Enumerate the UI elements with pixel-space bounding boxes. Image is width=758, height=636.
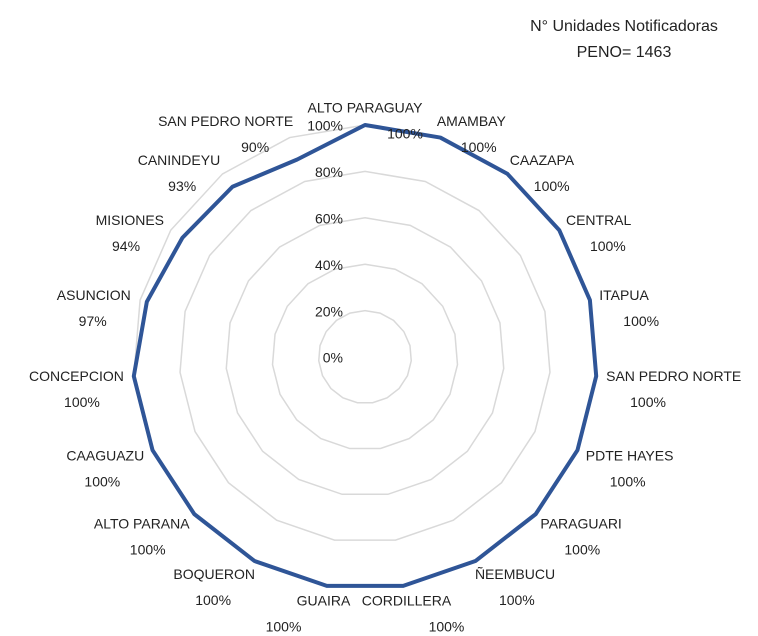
data-line xyxy=(131,123,599,588)
chart-title: N° Unidades Notificadoras xyxy=(530,18,718,35)
value-label: 100% xyxy=(429,618,465,634)
category-label: CONCEPCION xyxy=(29,368,124,384)
category-label: CAAZAPA xyxy=(510,152,575,168)
value-label: 94% xyxy=(112,238,140,254)
category-label: SAN PEDRO NORTE xyxy=(158,113,293,129)
chart-subtitle: PENO= 1463 xyxy=(577,44,672,61)
value-label: 100% xyxy=(195,592,231,608)
r-tick-label: 80% xyxy=(315,164,343,180)
category-label: CENTRAL xyxy=(566,212,632,228)
r-tick-label: 60% xyxy=(315,211,343,227)
r-tick-label: 0% xyxy=(323,350,343,366)
category-label: AMAMBAY xyxy=(437,113,507,129)
category-label: MISIONES xyxy=(96,212,164,228)
category-label: ALTO PARANA xyxy=(94,516,190,532)
category-label: CORDILLERA xyxy=(362,592,452,608)
value-label: 100% xyxy=(623,313,659,329)
value-label: 100% xyxy=(387,126,423,142)
grid-ring xyxy=(225,217,505,496)
grid-ring xyxy=(318,309,412,404)
r-tick-label: 100% xyxy=(307,118,343,134)
r-tick-label: 20% xyxy=(315,303,343,319)
category-label: BOQUERON xyxy=(173,566,255,582)
value-label: 100% xyxy=(590,238,626,254)
grid-ring xyxy=(179,170,551,541)
r-tick-label: 40% xyxy=(315,257,343,273)
value-label: 100% xyxy=(534,178,570,194)
grid-ring xyxy=(271,263,459,450)
value-label: 100% xyxy=(266,618,302,634)
category-label: ASUNCION xyxy=(57,287,131,303)
value-label: 100% xyxy=(499,592,535,608)
value-label: 100% xyxy=(461,139,497,155)
category-label: ITAPUA xyxy=(599,287,649,303)
category-label: CANINDEYU xyxy=(138,152,220,168)
category-label: GUAIRA xyxy=(297,592,351,608)
category-label: PARAGUARI xyxy=(540,516,621,532)
value-label: 90% xyxy=(241,139,269,155)
value-label: 93% xyxy=(168,178,196,194)
value-label: 100% xyxy=(130,542,166,558)
category-label: ÑEEMBUCU xyxy=(475,566,555,582)
category-label: SAN PEDRO NORTE xyxy=(606,368,741,384)
value-label: 100% xyxy=(84,473,120,489)
value-label: 100% xyxy=(564,542,600,558)
category-label: ALTO PARAGUAY xyxy=(308,100,424,116)
value-label: 100% xyxy=(610,473,646,489)
category-label: PDTE HAYES xyxy=(586,447,674,463)
value-label: 100% xyxy=(64,394,100,410)
value-label: 100% xyxy=(630,394,666,410)
value-label: 97% xyxy=(79,313,107,329)
category-label: CAAGUAZU xyxy=(66,447,144,463)
